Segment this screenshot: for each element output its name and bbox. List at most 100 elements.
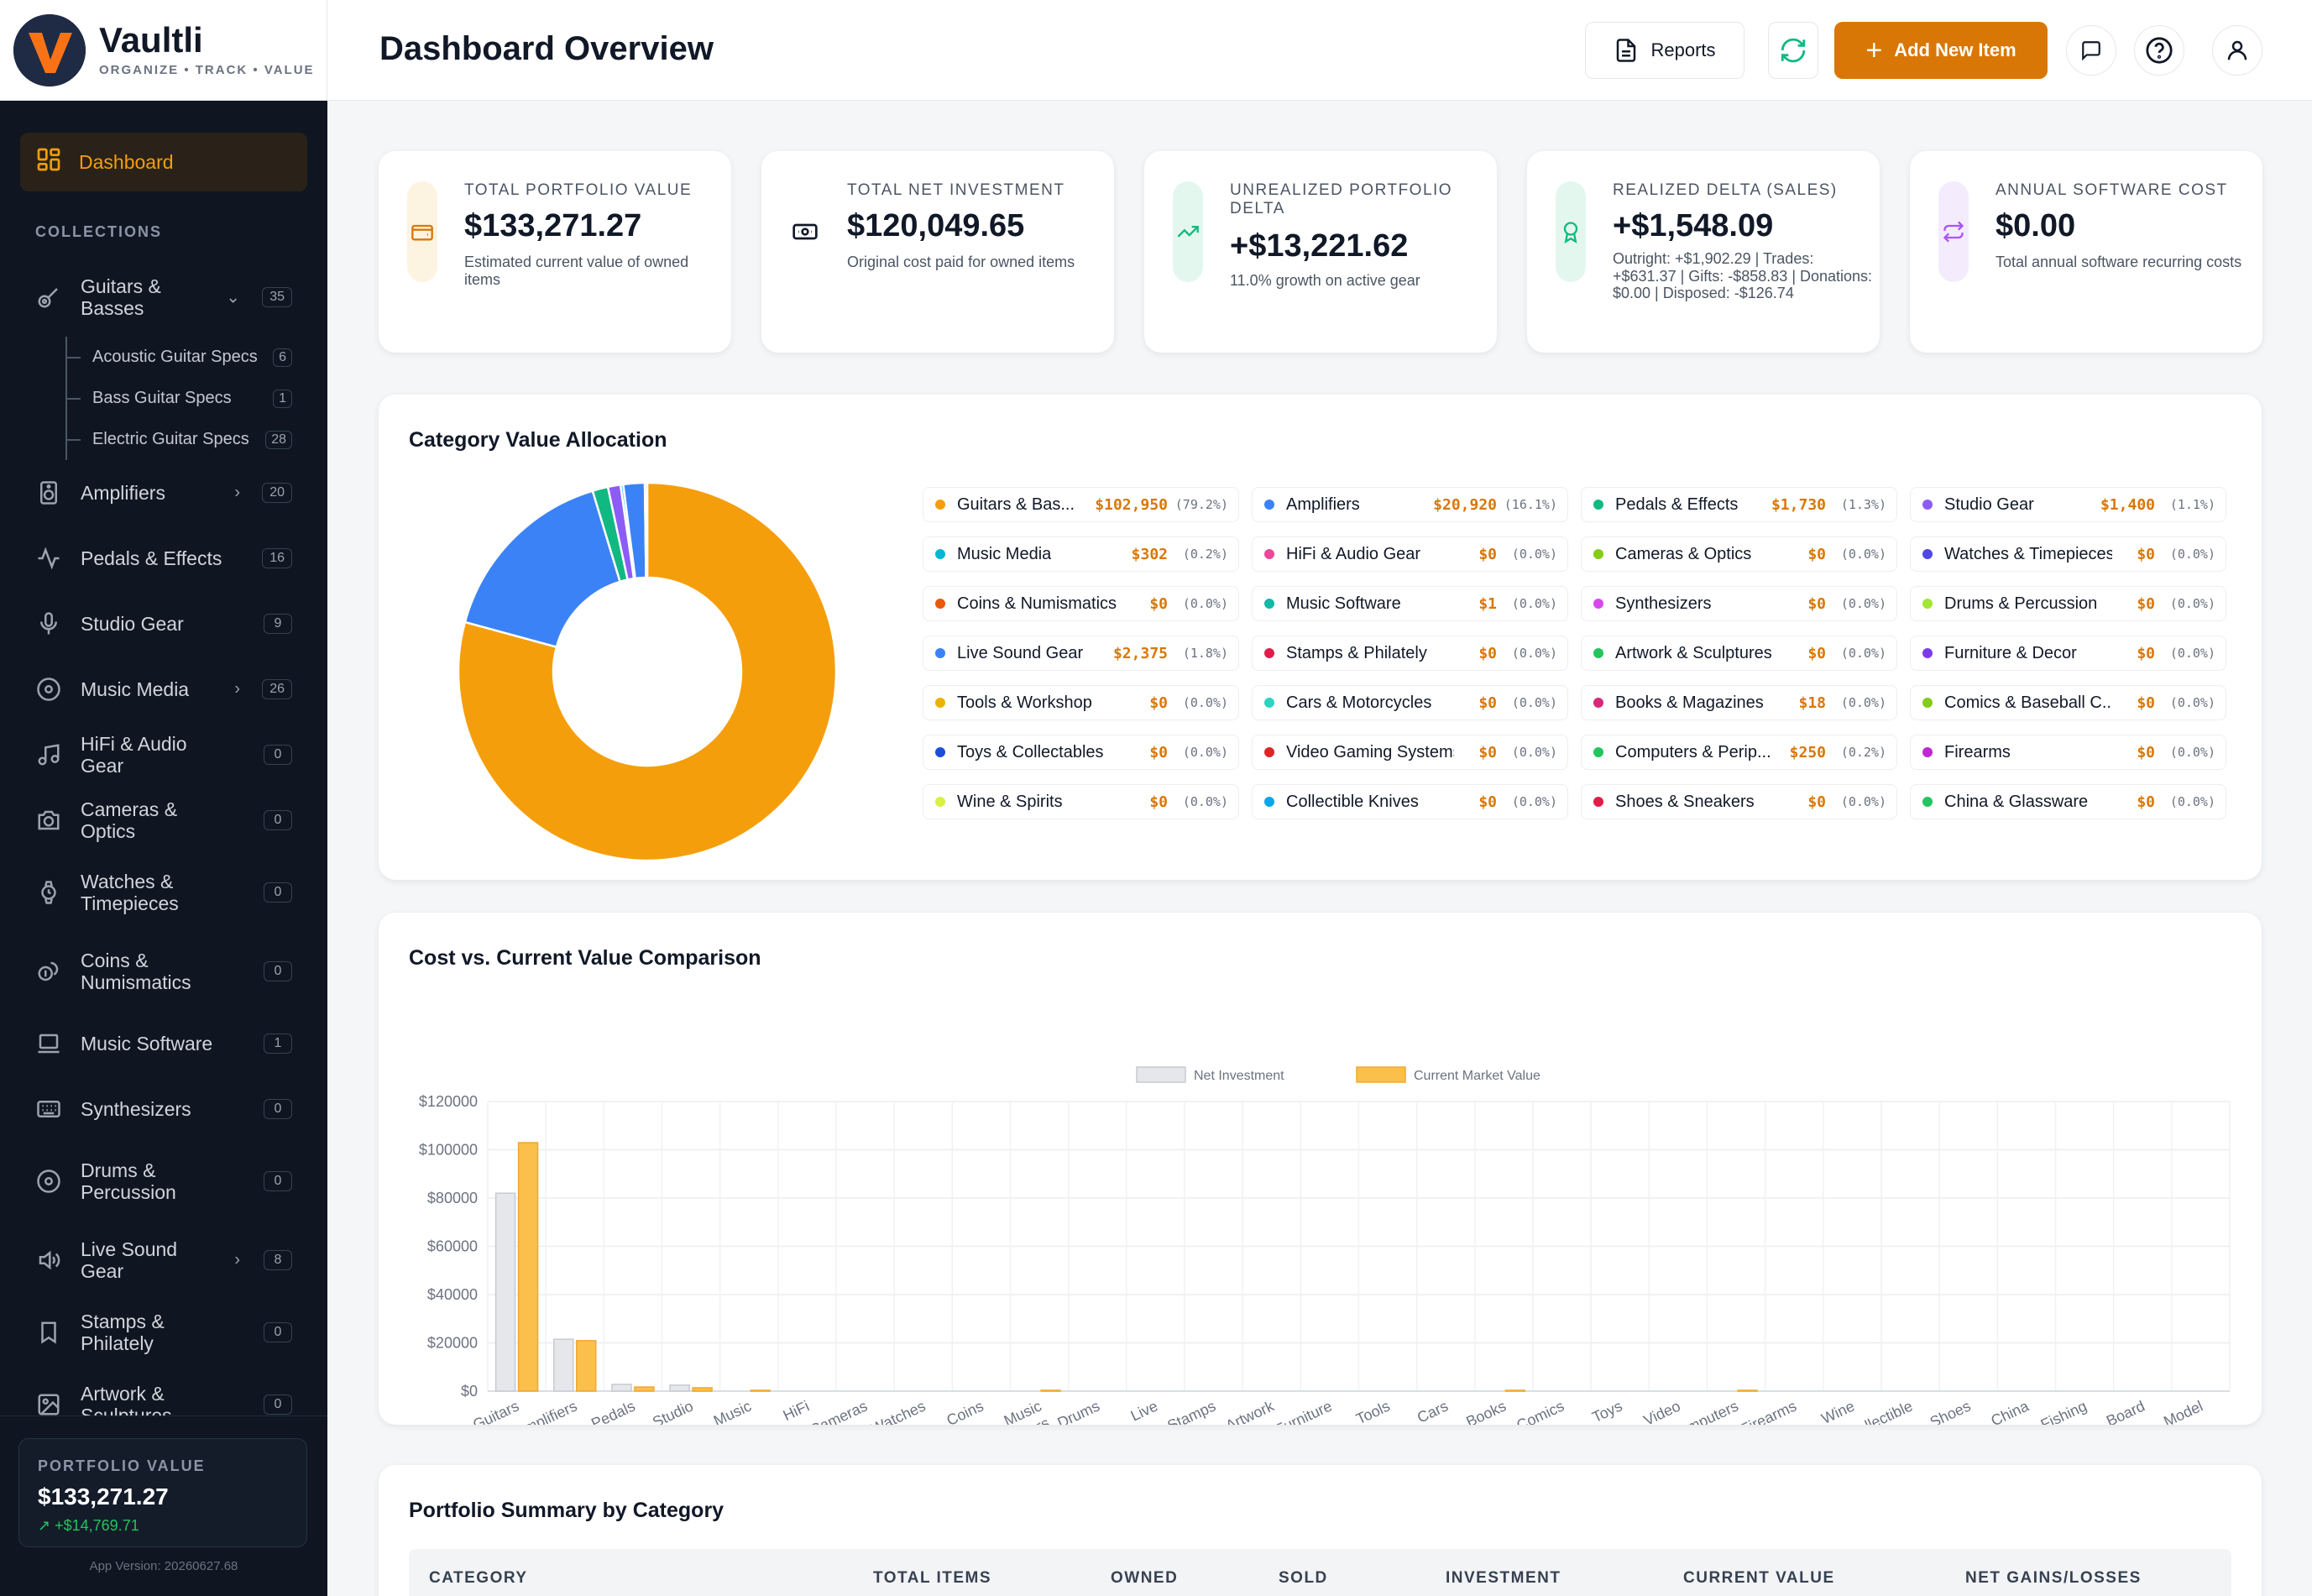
legend-item[interactable]: Collectible Knives $0 (0.0%) (1252, 784, 1568, 819)
sidebar-item-hifi[interactable]: HiFi & Audio Gear 0 (0, 722, 327, 788)
sidebar-item-music-media[interactable]: Music Media › 26 (0, 657, 327, 722)
bar-market-value[interactable] (750, 1389, 771, 1392)
x-tick-label: Model (2161, 1397, 2205, 1425)
sidebar-item-watches[interactable]: Watches & Timepieces 0 (0, 853, 327, 932)
bar-market-value[interactable] (576, 1340, 597, 1392)
legend-label-market-value[interactable]: Current Market Value (1414, 1069, 1540, 1083)
legend-item[interactable]: Books & Magazines $18 (0.0%) (1581, 685, 1897, 720)
legend-item[interactable]: Pedals & Effects $1,730 (1.3%) (1581, 487, 1897, 522)
sidebar-item-pedals[interactable]: Pedals & Effects 16 (0, 526, 327, 591)
drum-icon (34, 1169, 64, 1194)
legend-item[interactable]: Toys & Collectables $0 (0.0%) (923, 735, 1239, 770)
brand-name: Vaultli (99, 20, 203, 60)
sidebar: Vaultli ORGANIZE • TRACK • VALUE Dashboa… (0, 0, 327, 1596)
legend-item[interactable]: Music Software $1 (0.0%) (1252, 586, 1568, 621)
legend-category-percent: (0.0%) (1840, 547, 1886, 562)
sidebar-item-guitars[interactable]: Guitars & Basses ⌄ 35 (0, 258, 327, 337)
chevron-right-icon[interactable]: › (234, 679, 240, 699)
legend-item[interactable]: Furniture & Decor $0 (0.0%) (1910, 636, 2226, 671)
legend-color-dot (1264, 599, 1274, 609)
legend-item[interactable]: Comics & Baseball C... $0 (0.0%) (1910, 685, 2226, 720)
dashboard-grid-icon (35, 146, 62, 178)
legend-category-name: Drums & Percussion (1944, 594, 2098, 613)
legend-item[interactable]: Cars & Motorcycles $0 (0.0%) (1252, 685, 1568, 720)
donut-slice[interactable] (463, 489, 622, 649)
legend-item[interactable]: Firearms $0 (0.0%) (1910, 735, 2226, 770)
refresh-button[interactable] (1768, 22, 1818, 79)
legend-category-name: Studio Gear (1944, 494, 2034, 514)
legend-item[interactable]: Synthesizers $0 (0.0%) (1581, 586, 1897, 621)
allocation-title: Category Value Allocation (409, 428, 667, 452)
item-count-badge: 0 (264, 1099, 292, 1119)
user-profile-button[interactable] (2212, 25, 2262, 76)
legend-label-net-investment[interactable]: Net Investment (1194, 1069, 1284, 1083)
legend-item[interactable]: Studio Gear $1,400 (1.1%) (1910, 487, 2226, 522)
reports-button[interactable]: Reports (1585, 22, 1744, 79)
sidebar-item-synthesizers[interactable]: Synthesizers 0 (0, 1076, 327, 1142)
brand-header[interactable]: Vaultli ORGANIZE • TRACK • VALUE (0, 0, 327, 101)
nav-dashboard[interactable]: Dashboard (20, 133, 307, 191)
legend-category-name: Music Software (1286, 594, 1401, 613)
sidebar-subitem-acoustic[interactable]: Acoustic Guitar Specs 6 (0, 337, 327, 378)
bar-net-investment[interactable] (669, 1384, 690, 1392)
col-header-total-items[interactable]: TOTAL ITEMS (873, 1569, 992, 1587)
coins-icon (34, 959, 64, 984)
donut-slice[interactable] (644, 481, 649, 579)
chevron-right-icon[interactable]: › (234, 483, 240, 502)
legend-item[interactable]: Amplifiers $20,920 (16.1%) (1252, 487, 1568, 522)
donut-slice[interactable] (457, 481, 838, 862)
legend-item[interactable]: Music Media $302 (0.2%) (923, 536, 1239, 572)
col-header-net-gains[interactable]: NET GAINS/LOSSES (1965, 1569, 2142, 1587)
help-button[interactable] (2134, 25, 2184, 76)
sidebar-item-studio[interactable]: Studio Gear 9 (0, 591, 327, 657)
legend-swatch-net-investment[interactable] (1136, 1066, 1186, 1083)
legend-item[interactable]: HiFi & Audio Gear $0 (0.0%) (1252, 536, 1568, 572)
legend-swatch-market-value[interactable] (1356, 1066, 1406, 1083)
sidebar-subitem-electric[interactable]: Electric Guitar Specs 28 (0, 419, 327, 460)
bar-market-value[interactable] (1504, 1389, 1526, 1392)
legend-item[interactable]: Tools & Workshop $0 (0.0%) (923, 685, 1239, 720)
sidebar-item-coins[interactable]: Coins & Numismatics 0 (0, 932, 327, 1011)
legend-item[interactable]: Wine & Spirits $0 (0.0%) (923, 784, 1239, 819)
x-tick-label: Live (1128, 1397, 1160, 1424)
legend-item[interactable]: Drums & Percussion $0 (0.0%) (1910, 586, 2226, 621)
sidebar-subitem-bass[interactable]: Bass Guitar Specs 1 (0, 378, 327, 419)
col-header-category[interactable]: CATEGORY (429, 1569, 528, 1587)
chevron-right-icon[interactable]: › (234, 1250, 240, 1269)
legend-item[interactable]: Coins & Numismatics $0 (0.0%) (923, 586, 1239, 621)
legend-item[interactable]: Live Sound Gear $2,375 (1.8%) (923, 636, 1239, 671)
stat-card-software-cost: ANNUAL SOFTWARE COST $0.00 Total annual … (1910, 151, 2262, 353)
bar-net-investment[interactable] (494, 1192, 516, 1392)
col-header-sold[interactable]: SOLD (1279, 1569, 1328, 1587)
sidebar-item-stamps[interactable]: Stamps & Philately 0 (0, 1300, 327, 1365)
legend-item[interactable]: China & Glassware $0 (0.0%) (1910, 784, 2226, 819)
legend-item[interactable]: Video Gaming Systems $0 (0.0%) (1252, 735, 1568, 770)
sidebar-item-music-software[interactable]: Music Software 1 (0, 1011, 327, 1076)
sidebar-item-live-sound[interactable]: Live Sound Gear › 8 (0, 1221, 327, 1300)
legend-item[interactable]: Stamps & Philately $0 (0.0%) (1252, 636, 1568, 671)
feedback-button[interactable] (2066, 25, 2116, 76)
legend-category-name: Furniture & Decor (1944, 643, 2077, 662)
legend-item[interactable]: Shoes & Sneakers $0 (0.0%) (1581, 784, 1897, 819)
col-header-owned[interactable]: OWNED (1111, 1569, 1179, 1587)
bar-net-investment[interactable] (611, 1384, 632, 1392)
bar-market-value[interactable] (692, 1387, 713, 1392)
legend-item[interactable]: Guitars & Bas... $102,950 (79.2%) (923, 487, 1239, 522)
bar-market-value[interactable] (1737, 1389, 1758, 1392)
add-new-item-button[interactable]: + Add New Item (1834, 22, 2048, 79)
sidebar-item-cameras[interactable]: Cameras & Optics 0 (0, 788, 327, 853)
bar-market-value[interactable] (1040, 1389, 1061, 1392)
legend-item[interactable]: Watches & Timepieces $0 (0.0%) (1910, 536, 2226, 572)
plus-icon: + (1865, 34, 1883, 66)
bar-market-value[interactable] (517, 1142, 539, 1392)
col-header-investment[interactable]: INVESTMENT (1446, 1569, 1561, 1587)
legend-item[interactable]: Artwork & Sculptures $0 (0.0%) (1581, 636, 1897, 671)
sidebar-item-amplifiers[interactable]: Amplifiers › 20 (0, 460, 327, 526)
legend-item[interactable]: Computers & Perip... $250 (0.2%) (1581, 735, 1897, 770)
bar-net-investment[interactable] (553, 1338, 574, 1392)
sidebar-item-drums[interactable]: Drums & Percussion 0 (0, 1142, 327, 1221)
chevron-down-icon[interactable]: ⌄ (226, 288, 240, 307)
col-header-current-value[interactable]: CURRENT VALUE (1683, 1569, 1835, 1587)
bar-market-value[interactable] (634, 1386, 655, 1392)
legend-item[interactable]: Cameras & Optics $0 (0.0%) (1581, 536, 1897, 572)
